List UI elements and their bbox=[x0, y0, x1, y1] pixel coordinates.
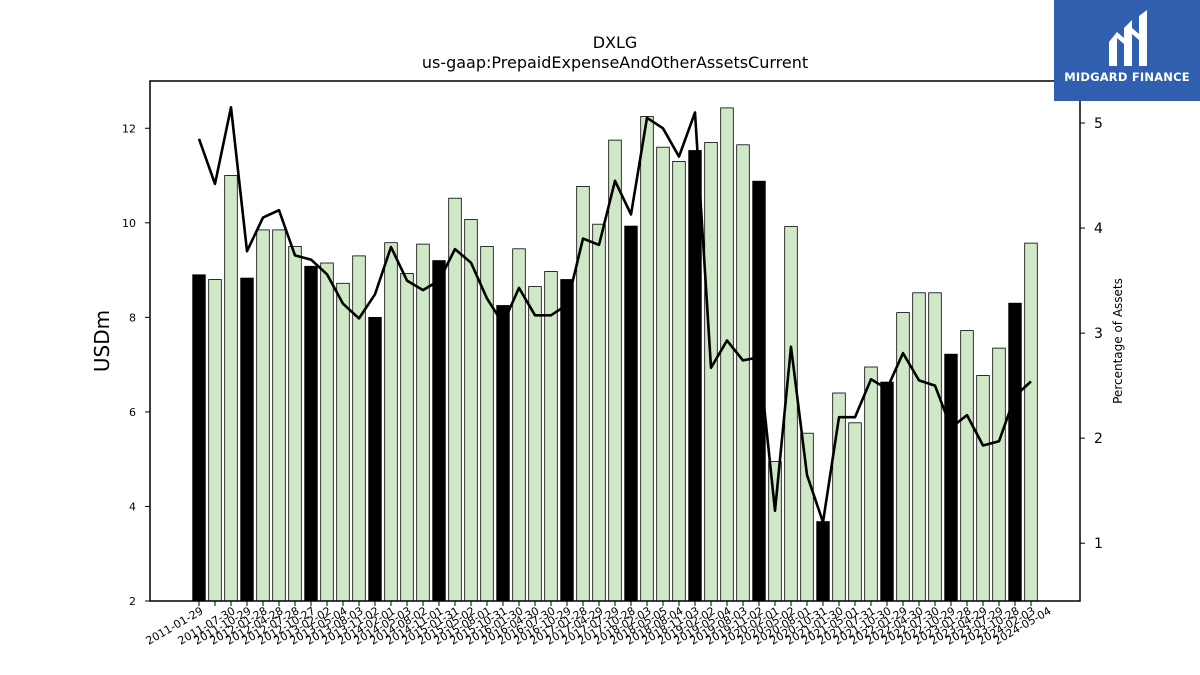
y-tick-label: 4 bbox=[129, 500, 136, 513]
bar bbox=[656, 146, 670, 602]
bar bbox=[528, 286, 542, 602]
y2-tick-label: 2 bbox=[1094, 431, 1103, 447]
bar bbox=[864, 366, 878, 602]
bar bbox=[416, 243, 430, 602]
bar bbox=[208, 279, 222, 602]
bar bbox=[304, 265, 318, 602]
y-tick-label: 2 bbox=[129, 595, 136, 608]
bar bbox=[464, 219, 478, 602]
bar bbox=[736, 144, 750, 602]
bar bbox=[432, 260, 446, 602]
y2-tick-label: 5 bbox=[1094, 116, 1103, 132]
bar bbox=[320, 262, 334, 602]
bar bbox=[704, 142, 718, 602]
bar bbox=[688, 150, 702, 602]
bar bbox=[608, 139, 622, 602]
bar bbox=[912, 292, 926, 602]
chart-title: DXLG bbox=[593, 33, 638, 52]
y-axis-label-left: USDm bbox=[90, 310, 114, 372]
bar bbox=[496, 305, 510, 602]
y-tick-label: 12 bbox=[122, 122, 136, 135]
logo-text: MIDGARD FINANCE bbox=[1064, 70, 1190, 84]
bar bbox=[576, 185, 590, 602]
y-axis-label-right: Percentage of Assets bbox=[1111, 278, 1125, 404]
bar bbox=[672, 160, 686, 602]
x-axis: 2011-01-292011-07-302011-10-292012-01-28… bbox=[144, 601, 1054, 648]
midgard-finance-logo: MIDGARD FINANCE bbox=[1054, 0, 1200, 101]
bar bbox=[336, 282, 350, 602]
y-tick-label: 6 bbox=[129, 406, 136, 419]
bar bbox=[384, 242, 398, 602]
bar bbox=[976, 375, 990, 602]
bar bbox=[880, 381, 894, 602]
bar bbox=[224, 175, 238, 602]
bar bbox=[256, 229, 270, 602]
y2-tick-label: 4 bbox=[1094, 221, 1103, 237]
percent-line bbox=[197, 106, 1032, 524]
bar bbox=[816, 521, 830, 602]
bar bbox=[288, 246, 302, 602]
bar bbox=[1008, 302, 1022, 602]
y2-tick-label: 3 bbox=[1094, 326, 1103, 342]
bar bbox=[720, 107, 734, 602]
bar bbox=[928, 292, 942, 602]
y-axis-right: 1 2 3 4 5 bbox=[1080, 116, 1103, 552]
bar bbox=[800, 432, 814, 602]
bar bbox=[960, 330, 974, 602]
y-axis-left: 2 4 6 8 10 12 bbox=[122, 122, 150, 608]
bar bbox=[352, 255, 366, 602]
bar bbox=[240, 277, 254, 602]
chart-subtitle: us-gaap:PrepaidExpenseAndOtherAssetsCurr… bbox=[422, 53, 808, 72]
y2-tick-label: 1 bbox=[1094, 536, 1103, 552]
bar bbox=[592, 223, 606, 602]
percent-line-series bbox=[197, 106, 1032, 524]
bar bbox=[784, 226, 798, 602]
bar bbox=[640, 116, 654, 602]
bar bbox=[1024, 242, 1038, 602]
bar bbox=[192, 274, 206, 602]
bar bbox=[944, 353, 958, 602]
midgard-logo-icon bbox=[1109, 10, 1147, 66]
y-tick-label: 10 bbox=[122, 217, 136, 230]
bar bbox=[272, 229, 286, 602]
bar bbox=[400, 272, 414, 602]
bar bbox=[768, 461, 782, 602]
bar bbox=[848, 422, 862, 602]
bar bbox=[512, 248, 526, 602]
bar bbox=[624, 225, 638, 602]
bar bbox=[560, 279, 574, 602]
y-tick-label: 8 bbox=[129, 311, 136, 324]
bar bbox=[368, 316, 382, 602]
bar bbox=[544, 271, 558, 602]
bar bbox=[992, 347, 1006, 602]
